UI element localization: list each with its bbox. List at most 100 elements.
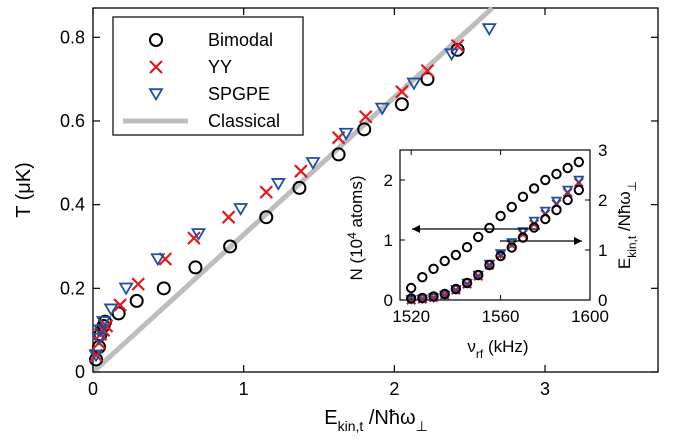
- x-tick-label: 3: [540, 379, 550, 399]
- inset-data-point: [494, 249, 507, 260]
- data-point: [420, 72, 435, 87]
- main-chart-layer: [88, 6, 497, 374]
- inset-data-point: [561, 185, 574, 196]
- inset-data-point: [450, 285, 462, 296]
- y-tick-label: 0: [75, 362, 85, 382]
- legend: Bimodal YY SPGPE Classical: [112, 16, 304, 136]
- data-point: [233, 203, 249, 217]
- inset-data-point: [573, 175, 585, 186]
- inset-data-point: [439, 255, 450, 267]
- data-point: [118, 282, 134, 296]
- inset-x-axis-label: νrf (kHz): [467, 337, 528, 361]
- data-point: [270, 178, 286, 191]
- inset-points-e-kin-t-spgpe: [405, 175, 585, 306]
- inset-right-tick-label: 0: [598, 291, 607, 310]
- inset-right-tick-label: 3: [598, 141, 607, 160]
- inset-data-point: [428, 291, 439, 302]
- data-point: [88, 349, 104, 363]
- legend-item-classical: Classical: [123, 111, 280, 131]
- inset-data-point: [528, 183, 540, 194]
- inset-data-point: [450, 283, 462, 295]
- legend-item-bimodal: Bimodal: [149, 30, 273, 50]
- inset-data-point: [417, 292, 428, 304]
- main-x-axis-label: Ekin,t /Nħω⊥: [324, 407, 428, 434]
- data-point: [113, 298, 127, 312]
- data-point: [338, 127, 354, 141]
- arrow-head: [574, 237, 582, 245]
- inset-data-point: [540, 213, 551, 225]
- inset-data-point: [416, 294, 429, 305]
- data-point: [150, 253, 166, 267]
- inset-data-point: [417, 272, 428, 283]
- inset-data-point: [506, 242, 517, 253]
- data-point: [395, 84, 409, 99]
- legend-item-spgpe: SPGPE: [148, 84, 270, 104]
- inset-data-point: [551, 204, 562, 216]
- inset-data-point: [562, 162, 573, 174]
- data-point: [357, 122, 372, 137]
- inset-chart-layer: [405, 156, 585, 306]
- legend-items: Bimodal YY SPGPE Classical: [123, 30, 280, 131]
- inset-data-point: [517, 191, 529, 203]
- data-point: [294, 164, 308, 178]
- data-point: [129, 293, 144, 308]
- inset-data-point: [405, 293, 417, 304]
- legend-marker: [149, 33, 163, 47]
- y-tick-label: 0.2: [60, 278, 85, 298]
- y-tick-label: 0.4: [60, 195, 85, 215]
- inset-data-point: [461, 277, 473, 289]
- data-point: [131, 277, 145, 291]
- data-point: [292, 180, 307, 195]
- x-tick-label: 1: [239, 379, 249, 399]
- inset-data-point: [562, 194, 573, 206]
- inset-data-point: [573, 184, 585, 196]
- data-point: [305, 157, 321, 170]
- inset-data-point: [473, 231, 484, 243]
- inset-data-point: [517, 227, 529, 238]
- inset-left-tick-label: 0: [384, 291, 393, 310]
- data-point: [331, 147, 346, 162]
- inset-data-point: [427, 293, 440, 304]
- inset-data-point: [473, 269, 484, 281]
- inset-data-point: [517, 232, 529, 243]
- inset-data-point: [495, 210, 506, 222]
- data-point: [92, 324, 109, 338]
- inset-right-tick-label: 2: [598, 191, 607, 210]
- inset-data-point: [438, 290, 451, 301]
- inset-data-point: [495, 250, 506, 262]
- legend-label: Bimodal: [208, 30, 273, 50]
- inset-points-n: [405, 156, 585, 294]
- data-point: [190, 228, 207, 242]
- inset-data-point: [484, 259, 495, 271]
- inset-data-point: [528, 222, 540, 233]
- inset-right-axis-label: Ekin,t /Nħω⊥: [615, 181, 639, 269]
- inset-x-tick-label: 1600: [571, 307, 609, 326]
- inset-data-point: [506, 201, 517, 213]
- inset-data-point: [428, 263, 439, 274]
- inset-left-tick-label: 1: [384, 231, 393, 250]
- inset-points-e-kin-t-bimodal: [405, 184, 585, 304]
- data-point: [358, 110, 373, 124]
- data-point: [103, 303, 119, 317]
- inset-x-tick-label: 1560: [482, 307, 520, 326]
- inset-x-tick-label: 1520: [392, 307, 430, 326]
- legend-marker: [149, 60, 163, 74]
- data-point: [374, 102, 390, 116]
- inset-data-point: [550, 196, 563, 207]
- data-point: [394, 97, 409, 112]
- points-spgpe: [88, 23, 497, 363]
- data-point: [95, 316, 112, 329]
- y-tick-label: 0.8: [60, 27, 85, 47]
- main-y-axis-label: T (μK): [13, 162, 35, 218]
- inset-plot-frame: [399, 149, 591, 301]
- data-point: [187, 231, 201, 245]
- legend-label: YY: [208, 57, 232, 77]
- x-tick-label: 2: [389, 379, 399, 399]
- data-point: [406, 77, 422, 91]
- data-point: [188, 260, 203, 275]
- data-point: [444, 48, 460, 62]
- inset-data-point: [540, 174, 551, 186]
- data-point: [223, 239, 238, 254]
- arrow-left-to-N-axis: [412, 225, 540, 233]
